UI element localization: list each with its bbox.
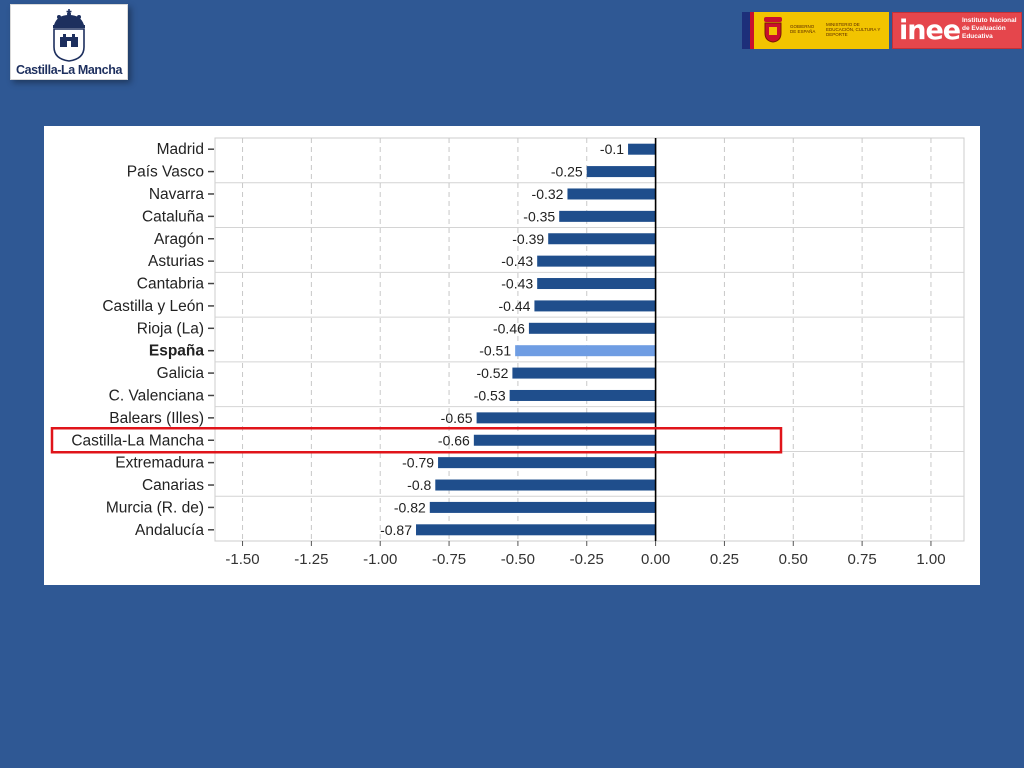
bar <box>438 457 656 469</box>
category-label: País Vasco <box>127 164 204 181</box>
value-label: -0.32 <box>532 186 564 202</box>
bar-chart: -1.50 -1.25 -1.00 -0.75 -0.50 -0.25 0.00 0.25 0.… <box>50 137 965 568</box>
plot-area <box>214 137 965 542</box>
category-label: Extremadura <box>115 455 204 472</box>
value-label: -0.65 <box>441 410 473 426</box>
category-label: Navarra <box>149 186 205 203</box>
value-label: -0.43 <box>501 253 533 269</box>
bar <box>476 412 656 424</box>
bar <box>435 479 656 491</box>
bar <box>537 255 656 267</box>
category-label: C. Valenciana <box>109 387 205 404</box>
category-label: Canarias <box>142 477 204 494</box>
category-label: Castilla y León <box>102 298 204 315</box>
bar <box>537 278 656 290</box>
government-logo: GOBIERNO DE ESPAÑA MINISTERIO DE EDUCACI… <box>742 12 889 49</box>
spain-flag-strip <box>750 12 754 49</box>
institutional-logos: GOBIERNO DE ESPAÑA MINISTERIO DE EDUCACI… <box>742 12 1022 49</box>
bar <box>534 300 656 312</box>
category-label: Cantabria <box>137 276 205 293</box>
bars <box>416 138 657 541</box>
value-label: -0.87 <box>380 522 412 538</box>
bar <box>509 389 656 401</box>
x-tick-label: -0.50 <box>501 551 535 568</box>
labels: -1.50 -1.25 -1.00 -0.75 -0.50 -0.25 0.00 0.25 0.… <box>50 141 946 568</box>
value-label: -0.46 <box>493 320 525 336</box>
x-tick-label: 0.75 <box>848 551 877 568</box>
logo-name: Castilla-La Mancha <box>15 63 123 77</box>
category-label: Balears (Illes) <box>109 410 204 427</box>
spain-coat-of-arms-icon <box>764 17 782 43</box>
category-label: Cataluña <box>142 208 204 225</box>
bar <box>567 188 656 200</box>
value-label: -0.53 <box>474 387 506 403</box>
category-label: Murcia (R. de) <box>106 499 204 516</box>
grid <box>215 138 964 546</box>
castilla-la-mancha-logo: Castilla-La Mancha <box>10 4 128 80</box>
x-tick-label: 0.25 <box>710 551 739 568</box>
category-label: Asturias <box>148 253 204 270</box>
castle-crown-crest-icon <box>53 9 85 62</box>
bar <box>515 345 656 357</box>
ministry-label: MINISTERIO DE EDUCACIÓN, CULTURA Y DEPOR… <box>826 22 881 37</box>
value-label: -0.8 <box>407 477 431 493</box>
category-label: Galicia <box>157 365 205 382</box>
bar <box>429 501 656 513</box>
inee-logo: inee Instituto Nacional de Evaluación Ed… <box>892 12 1022 49</box>
value-label: -0.35 <box>523 208 555 224</box>
category-label: España <box>149 343 205 360</box>
x-tick-label: 0.50 <box>779 551 808 568</box>
category-label: Castilla-La Mancha <box>71 432 204 449</box>
eu-flag-strip <box>742 12 750 49</box>
value-label: -0.52 <box>476 365 508 381</box>
category-label: Madrid <box>157 141 204 158</box>
bar <box>473 434 656 446</box>
value-label: -0.39 <box>512 231 544 247</box>
x-tick-label: -0.75 <box>432 551 466 568</box>
value-label: -0.43 <box>501 276 533 292</box>
x-tick-label: -0.25 <box>570 551 604 568</box>
inee-wordmark: inee <box>899 15 961 46</box>
bar <box>559 210 656 222</box>
category-label: Aragón <box>154 231 204 248</box>
value-label: -0.66 <box>438 432 470 448</box>
bar <box>548 233 656 245</box>
value-label: -0.1 <box>600 141 624 157</box>
value-label: -0.82 <box>394 499 426 515</box>
value-label: -0.51 <box>479 343 511 359</box>
bar <box>586 166 656 178</box>
government-label: GOBIERNO DE ESPAÑA <box>790 24 816 34</box>
bar <box>512 367 656 379</box>
value-label: -0.79 <box>402 455 434 471</box>
x-tick-label: -1.00 <box>363 551 397 568</box>
x-tick-label: 1.00 <box>916 551 945 568</box>
category-label: Rioja (La) <box>137 320 204 337</box>
x-tick-label: -1.50 <box>225 551 259 568</box>
x-tick-label: -1.25 <box>294 551 328 568</box>
x-tick-label: 0.00 <box>641 551 670 568</box>
category-label: Andalucía <box>135 522 204 539</box>
bar <box>528 322 656 334</box>
chart-panel: -1.50 -1.25 -1.00 -0.75 -0.50 -0.25 0.00 0.25 0.… <box>44 126 980 585</box>
value-label: -0.25 <box>551 164 583 180</box>
highlight-box <box>50 427 783 454</box>
bar <box>628 143 656 155</box>
inee-subtitle: Instituto Nacional de Evaluación Educati… <box>962 17 1017 40</box>
bar <box>416 524 656 536</box>
value-label: -0.44 <box>499 298 531 314</box>
